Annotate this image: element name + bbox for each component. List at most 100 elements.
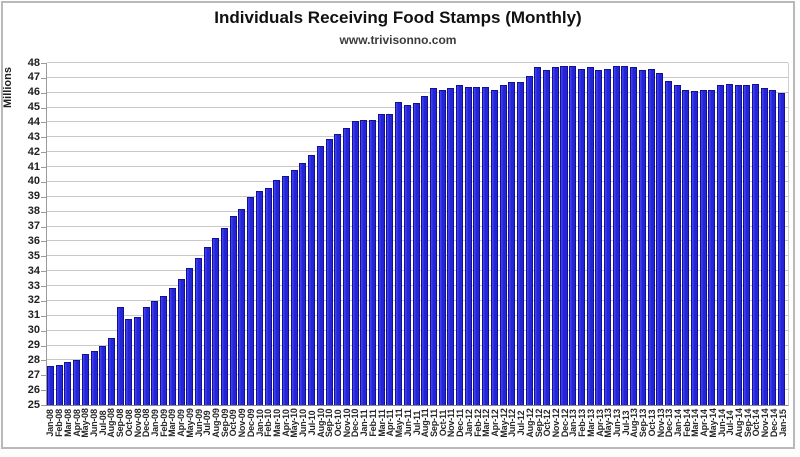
bar [412, 103, 420, 405]
bar-slot [769, 63, 778, 405]
y-tick-label: 30 [27, 324, 40, 337]
bar [142, 306, 150, 405]
chart-frame: Individuals Receiving Food Stamps (Month… [1, 1, 795, 449]
bar-slot [177, 63, 187, 405]
bar-slot [395, 63, 404, 405]
bar [403, 104, 411, 405]
gridline [47, 76, 788, 78]
bar-slot [621, 63, 630, 405]
y-tick-mark [41, 256, 46, 258]
bar-slot [560, 63, 569, 405]
bar [247, 196, 255, 405]
bar [595, 70, 603, 405]
bar-slot [490, 63, 500, 405]
bar [212, 238, 220, 405]
y-tick-mark [41, 286, 46, 288]
bar-slot [569, 63, 578, 405]
bar [316, 146, 324, 405]
bar-slot [342, 63, 352, 405]
bar [160, 296, 168, 405]
bar-slot [134, 63, 143, 405]
bar-slot [160, 63, 169, 405]
gridline [47, 62, 788, 63]
bar [725, 83, 733, 405]
bar-slot [264, 63, 274, 405]
bar-slot [369, 63, 378, 405]
bar-slot [247, 63, 256, 405]
bar-slot [543, 63, 552, 405]
bar-slot [125, 63, 134, 405]
bar-slot [212, 63, 221, 405]
bar [456, 85, 464, 405]
y-tick-label: 38 [27, 205, 40, 218]
bar-slot [360, 63, 369, 405]
y-tick-label: 25 [27, 398, 40, 411]
bar [64, 361, 72, 405]
y-tick-label: 27 [27, 368, 40, 381]
y-tick-mark [41, 375, 46, 377]
x-axis-tick-labels: Jan-08 Feb-08 Mar-08 Apr-08 May-08 Jun-08 Jul-… [45, 407, 788, 448]
y-tick-label: 35 [27, 249, 40, 262]
y-tick-mark [41, 271, 46, 273]
bar [186, 268, 194, 405]
bar-slot [55, 63, 65, 405]
bar-slot [186, 63, 195, 405]
bar-slot [438, 63, 448, 405]
bar-slot [290, 63, 300, 405]
bar [116, 306, 124, 405]
bar-slot [47, 63, 56, 405]
bar [255, 190, 263, 405]
bar-slot [534, 63, 543, 405]
y-tick-mark [41, 300, 46, 302]
bar-slot [142, 63, 152, 405]
bar-slot [421, 63, 430, 405]
y-tick-mark [41, 360, 46, 362]
bar-slot [760, 63, 770, 405]
bar [760, 88, 768, 405]
bar-slot [64, 63, 73, 405]
bar [543, 70, 551, 405]
bar-slot [255, 63, 265, 405]
bar [621, 65, 629, 405]
y-tick-label: 40 [27, 175, 40, 188]
bar [630, 67, 638, 405]
bar-slot [708, 63, 717, 405]
bar [360, 119, 368, 405]
y-tick-label: 41 [27, 160, 40, 173]
bar-slot [499, 63, 509, 405]
bar [438, 89, 446, 405]
x-tick-label: Jan-15 [777, 409, 788, 437]
bar [516, 82, 524, 405]
bar-slot [612, 63, 622, 405]
bar [560, 65, 568, 405]
bar-slot [99, 63, 108, 405]
bar-slot [447, 63, 456, 405]
bar-slot [508, 63, 517, 405]
bar-slot [81, 63, 91, 405]
bar-slot [516, 63, 526, 405]
y-tick-mark [41, 92, 46, 94]
bar-series [47, 63, 788, 405]
bar [577, 68, 585, 405]
y-tick-label: 43 [27, 130, 40, 143]
bar [682, 89, 690, 405]
bar [107, 338, 115, 405]
bar [134, 317, 142, 405]
bar-slot [351, 63, 361, 405]
bar [73, 360, 81, 405]
bar-slot [299, 63, 308, 405]
bar-slot [647, 63, 657, 405]
bar-slot [90, 63, 100, 405]
y-tick-mark [41, 167, 46, 169]
bar-slot [316, 63, 326, 405]
y-tick-label: 39 [27, 190, 40, 203]
bar-slot [664, 63, 674, 405]
bar-slot [151, 63, 160, 405]
bar [664, 80, 672, 405]
bar [151, 300, 159, 405]
bar [464, 86, 472, 405]
bar [325, 138, 333, 405]
bar-slot [751, 63, 761, 405]
y-tick-label: 26 [27, 383, 40, 396]
